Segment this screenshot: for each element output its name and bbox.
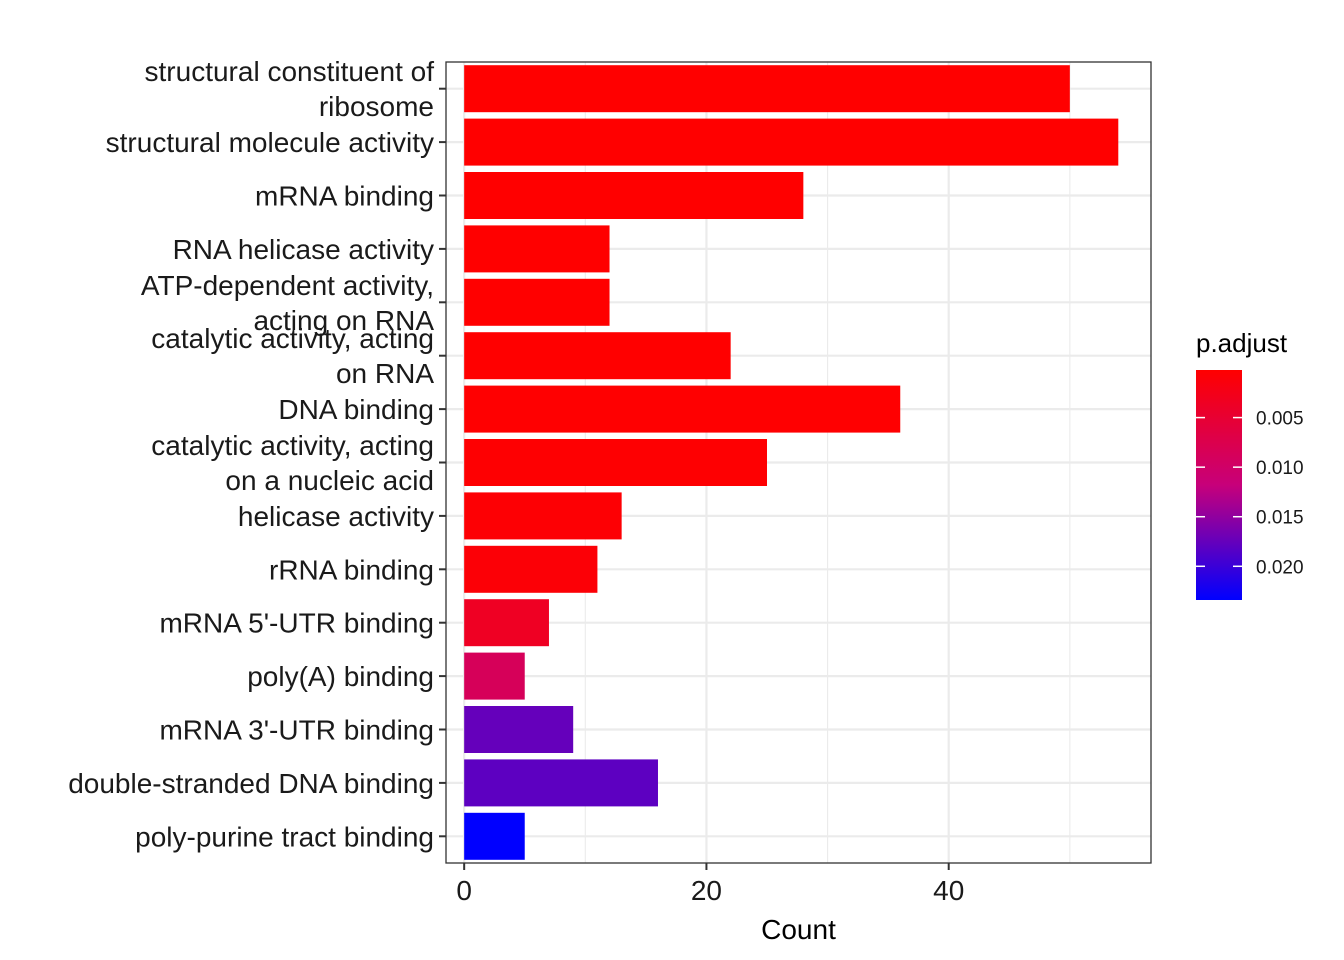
x-tick-layer: 0 20 40: [456, 863, 964, 906]
bar: [464, 172, 804, 219]
bar: [464, 385, 901, 433]
legend-tick-label: 0.015: [1256, 508, 1304, 529]
category-label: structural constituent of: [145, 56, 435, 87]
category-label: ATP-dependent activity,: [141, 270, 434, 301]
x-tick-label: 0: [456, 875, 472, 906]
category-label: double-stranded DNA binding: [68, 768, 434, 799]
category-label: acting on RNA: [253, 305, 434, 336]
category-label: helicase activity: [238, 501, 434, 532]
category-label: on a nucleic acid: [225, 465, 434, 496]
legend-tick-label: 0.005: [1256, 409, 1304, 430]
legend-title: p.adjust: [1196, 328, 1288, 358]
bar: [464, 812, 525, 860]
category-label: rRNA binding: [269, 554, 434, 585]
category-label: mRNA binding: [255, 181, 434, 212]
bar: [464, 225, 610, 273]
bar: [464, 118, 1119, 166]
category-label: ribosome: [319, 91, 434, 122]
bar: [464, 706, 574, 753]
category-label: RNA helicase activity: [173, 234, 434, 265]
legend-tick-label: 0.020: [1256, 557, 1304, 578]
bar: [464, 545, 598, 593]
bar: [464, 492, 622, 540]
bar: [464, 332, 731, 380]
category-label: structural molecule activity: [106, 127, 434, 158]
x-tick-label: 40: [933, 875, 964, 906]
legend-ticks: 0.005 0.010 0.015 0.020: [1196, 409, 1304, 578]
x-tick-label: 20: [691, 875, 722, 906]
category-label: poly-purine tract binding: [135, 821, 434, 852]
category-label: on RNA: [336, 358, 434, 389]
legend: p.adjust 0.005 0.010 0.015 0.020: [1196, 328, 1304, 600]
legend-colorbar: [1196, 370, 1242, 600]
bar: [464, 278, 610, 326]
bar: [464, 439, 768, 486]
category-label: mRNA 3'-UTR binding: [159, 715, 434, 746]
bar: [464, 652, 525, 700]
bar-layer: [464, 65, 1119, 860]
category-label: catalytic activity, acting: [151, 430, 434, 461]
category-label: poly(A) binding: [247, 661, 434, 692]
bar: [464, 759, 658, 807]
bar: [464, 65, 1070, 113]
category-label: mRNA 5'-UTR binding: [159, 608, 434, 639]
x-axis-title: Count: [761, 914, 836, 945]
category-label: DNA binding: [278, 394, 434, 425]
category-label: catalytic activity, acting: [151, 323, 434, 354]
bar: [464, 599, 549, 647]
y-tick-layer: structural constituent of ribosome structu…: [68, 56, 446, 852]
legend-tick-label: 0.010: [1256, 458, 1304, 479]
